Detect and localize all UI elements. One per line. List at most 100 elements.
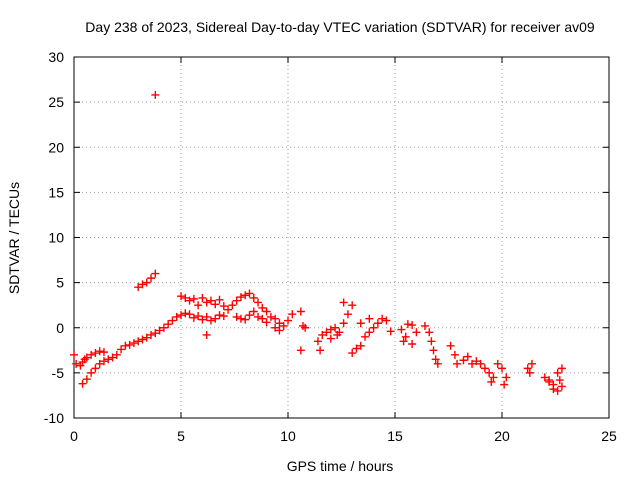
data-point bbox=[322, 328, 331, 337]
data-point bbox=[194, 312, 203, 321]
data-point bbox=[356, 341, 365, 350]
data-point bbox=[318, 330, 327, 339]
data-point bbox=[502, 373, 511, 382]
data-point bbox=[206, 316, 215, 325]
data-point bbox=[232, 296, 241, 305]
data-point bbox=[296, 346, 305, 355]
data-point bbox=[356, 319, 365, 328]
data-point bbox=[553, 386, 562, 395]
x-tick-label: 25 bbox=[601, 428, 617, 444]
data-point bbox=[525, 368, 534, 377]
data-point bbox=[87, 350, 96, 359]
data-point bbox=[333, 330, 342, 339]
y-axis-title: SDTVAR / TECUs bbox=[6, 182, 22, 294]
data-point bbox=[489, 373, 498, 382]
data-point bbox=[275, 326, 284, 335]
data-point bbox=[254, 298, 263, 307]
data-point bbox=[202, 298, 211, 307]
data-point bbox=[189, 294, 198, 303]
data-point bbox=[91, 364, 100, 373]
x-tick-label: 0 bbox=[70, 428, 78, 444]
data-point bbox=[151, 329, 160, 338]
data-point bbox=[134, 337, 143, 346]
data-point bbox=[262, 318, 271, 327]
data-point bbox=[198, 293, 207, 302]
y-tick-label: 30 bbox=[48, 49, 64, 65]
data-point bbox=[301, 323, 310, 332]
data-point bbox=[181, 293, 190, 302]
data-point bbox=[433, 359, 442, 368]
x-axis-title: GPS time / hours bbox=[287, 458, 394, 474]
data-point bbox=[420, 321, 429, 330]
data-point bbox=[147, 330, 156, 339]
data-point bbox=[108, 353, 117, 362]
data-point bbox=[91, 349, 100, 358]
data-point bbox=[87, 368, 96, 377]
data-point bbox=[365, 314, 374, 323]
x-tick-label: 5 bbox=[177, 428, 185, 444]
data-point bbox=[557, 382, 566, 391]
data-point bbox=[397, 325, 406, 334]
data-point bbox=[215, 295, 224, 304]
data-point bbox=[164, 320, 173, 329]
data-point bbox=[249, 307, 258, 316]
data-point bbox=[427, 337, 436, 346]
data-point bbox=[104, 355, 113, 364]
data-point bbox=[168, 316, 177, 325]
data-point bbox=[553, 368, 562, 377]
data-point bbox=[219, 312, 228, 321]
data-point bbox=[198, 315, 207, 324]
data-point bbox=[211, 314, 220, 323]
data-point bbox=[185, 296, 194, 305]
data-point bbox=[189, 313, 198, 322]
y-tick-label: 0 bbox=[56, 320, 64, 336]
axis-ticks: 0 5 10 15 20 25 -10 -5 0 5 10 15 20 25 30 bbox=[44, 49, 617, 444]
data-point bbox=[245, 289, 254, 298]
x-tick-label: 15 bbox=[387, 428, 403, 444]
data-point bbox=[271, 323, 280, 332]
data-point bbox=[373, 319, 382, 328]
data-point bbox=[493, 359, 502, 368]
data-point bbox=[275, 319, 284, 328]
data-point bbox=[339, 298, 348, 307]
data-point bbox=[95, 359, 104, 368]
data-point bbox=[241, 315, 250, 324]
data-point bbox=[215, 311, 224, 320]
data-point bbox=[468, 359, 477, 368]
data-point bbox=[177, 311, 185, 320]
data-point bbox=[540, 373, 549, 382]
data-point bbox=[177, 292, 185, 301]
data-point bbox=[249, 293, 258, 302]
data-point bbox=[129, 339, 138, 348]
data-point bbox=[453, 359, 462, 368]
data-point bbox=[99, 357, 108, 366]
data-point bbox=[138, 335, 147, 344]
data-point bbox=[348, 301, 357, 310]
data-point bbox=[151, 269, 160, 278]
data-point bbox=[316, 346, 325, 355]
chart-title: Day 238 of 2023, Sidereal Day-to-day VTE… bbox=[85, 19, 595, 35]
data-point bbox=[202, 330, 211, 339]
data-point bbox=[142, 278, 151, 287]
data-point bbox=[266, 312, 275, 321]
data-point bbox=[172, 312, 181, 321]
data-point bbox=[258, 314, 267, 323]
data-point bbox=[142, 333, 151, 342]
data-point bbox=[348, 349, 357, 358]
data-point bbox=[296, 307, 305, 316]
y-tick-label: 10 bbox=[48, 230, 64, 246]
data-point bbox=[408, 321, 417, 330]
data-point bbox=[450, 350, 459, 359]
data-point bbox=[236, 314, 245, 323]
data-point bbox=[224, 305, 233, 314]
data-point bbox=[463, 352, 472, 361]
x-tick-label: 20 bbox=[494, 428, 510, 444]
data-point bbox=[82, 353, 91, 362]
data-point bbox=[202, 312, 211, 321]
data-point bbox=[241, 291, 250, 300]
data-point bbox=[459, 356, 468, 365]
data-point bbox=[232, 312, 241, 321]
y-tick-label: 20 bbox=[48, 139, 64, 155]
data-point bbox=[72, 359, 81, 368]
data-point bbox=[399, 337, 408, 346]
